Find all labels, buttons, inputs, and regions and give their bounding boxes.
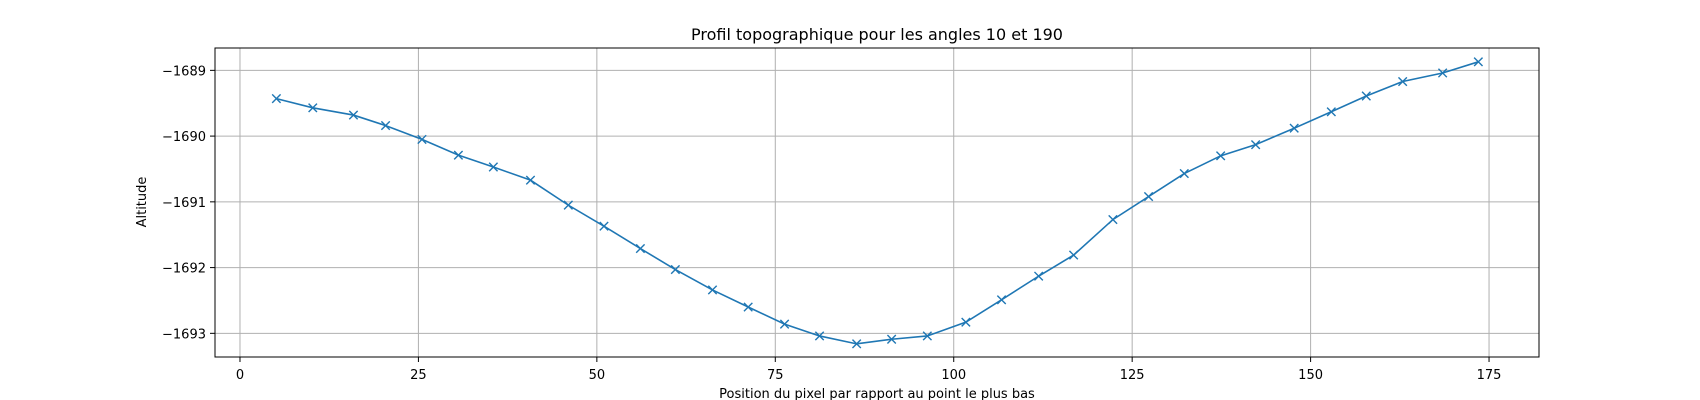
data-point-marker [1437,68,1448,78]
data-point-marker [922,331,933,341]
data-point-marker [1179,168,1189,179]
data-point-marker [563,200,573,210]
data-point-marker [599,221,609,231]
x-tick-label: 125 [1120,368,1145,383]
data-point-marker [453,150,464,160]
data-point-marker [1250,139,1261,150]
profile-line [276,61,1479,345]
data-point-marker [1289,123,1299,133]
y-tick-label: −1691 [162,196,206,211]
plot-frame [214,47,1540,358]
data-point-marker [1361,91,1371,101]
data-point-marker [670,264,681,275]
y-tick-label: −1692 [162,262,206,277]
data-point-marker [488,162,499,172]
data-point-marker [886,334,897,344]
data-point-marker [1397,76,1408,87]
data-point-marker [380,120,391,131]
x-tick-label: 50 [589,368,606,383]
series-profile [271,57,1484,349]
data-point-marker [779,319,790,329]
data-point-marker [961,317,971,327]
x-tick-label: 175 [1477,368,1502,383]
data-point-marker [417,134,427,145]
data-point-marker [707,285,718,295]
x-tick-label: 25 [410,368,427,383]
data-point-marker [348,110,359,120]
x-tick-label: 75 [767,368,784,383]
y-tick-label: −1689 [162,64,206,79]
x-tick-label: 150 [1298,368,1323,383]
data-point-marker [1473,57,1484,67]
data-point-marker [271,93,282,104]
data-point-marker [996,295,1007,305]
data-point-marker [635,243,646,254]
chart-title: Profil topographique pour les angles 10 … [691,25,1063,44]
y-axis-label: Altitude [135,177,150,228]
grid [215,48,1539,357]
x-axis-label: Position du pixel par rapport au point l… [719,387,1035,400]
data-point-marker [1215,151,1226,161]
data-point-marker [1108,214,1118,225]
x-tick-label: 100 [941,368,966,383]
data-point-marker [814,331,825,341]
y-tick-label: −1693 [162,327,206,342]
data-point-marker [1068,250,1079,260]
data-point-marker [1326,107,1336,117]
data-point-marker [1143,191,1154,202]
axis-ticks: 0 25 50 75 100 125 150 175 −1693 −1692 −1691 −1690 −… [162,64,1501,383]
data-point-marker [1033,271,1044,281]
data-point-marker [851,339,862,349]
data-point-marker [525,175,536,185]
data-point-marker [308,103,318,113]
x-tick-label: 0 [236,368,244,383]
y-tick-label: −1690 [162,130,206,145]
data-point-marker [743,302,753,312]
